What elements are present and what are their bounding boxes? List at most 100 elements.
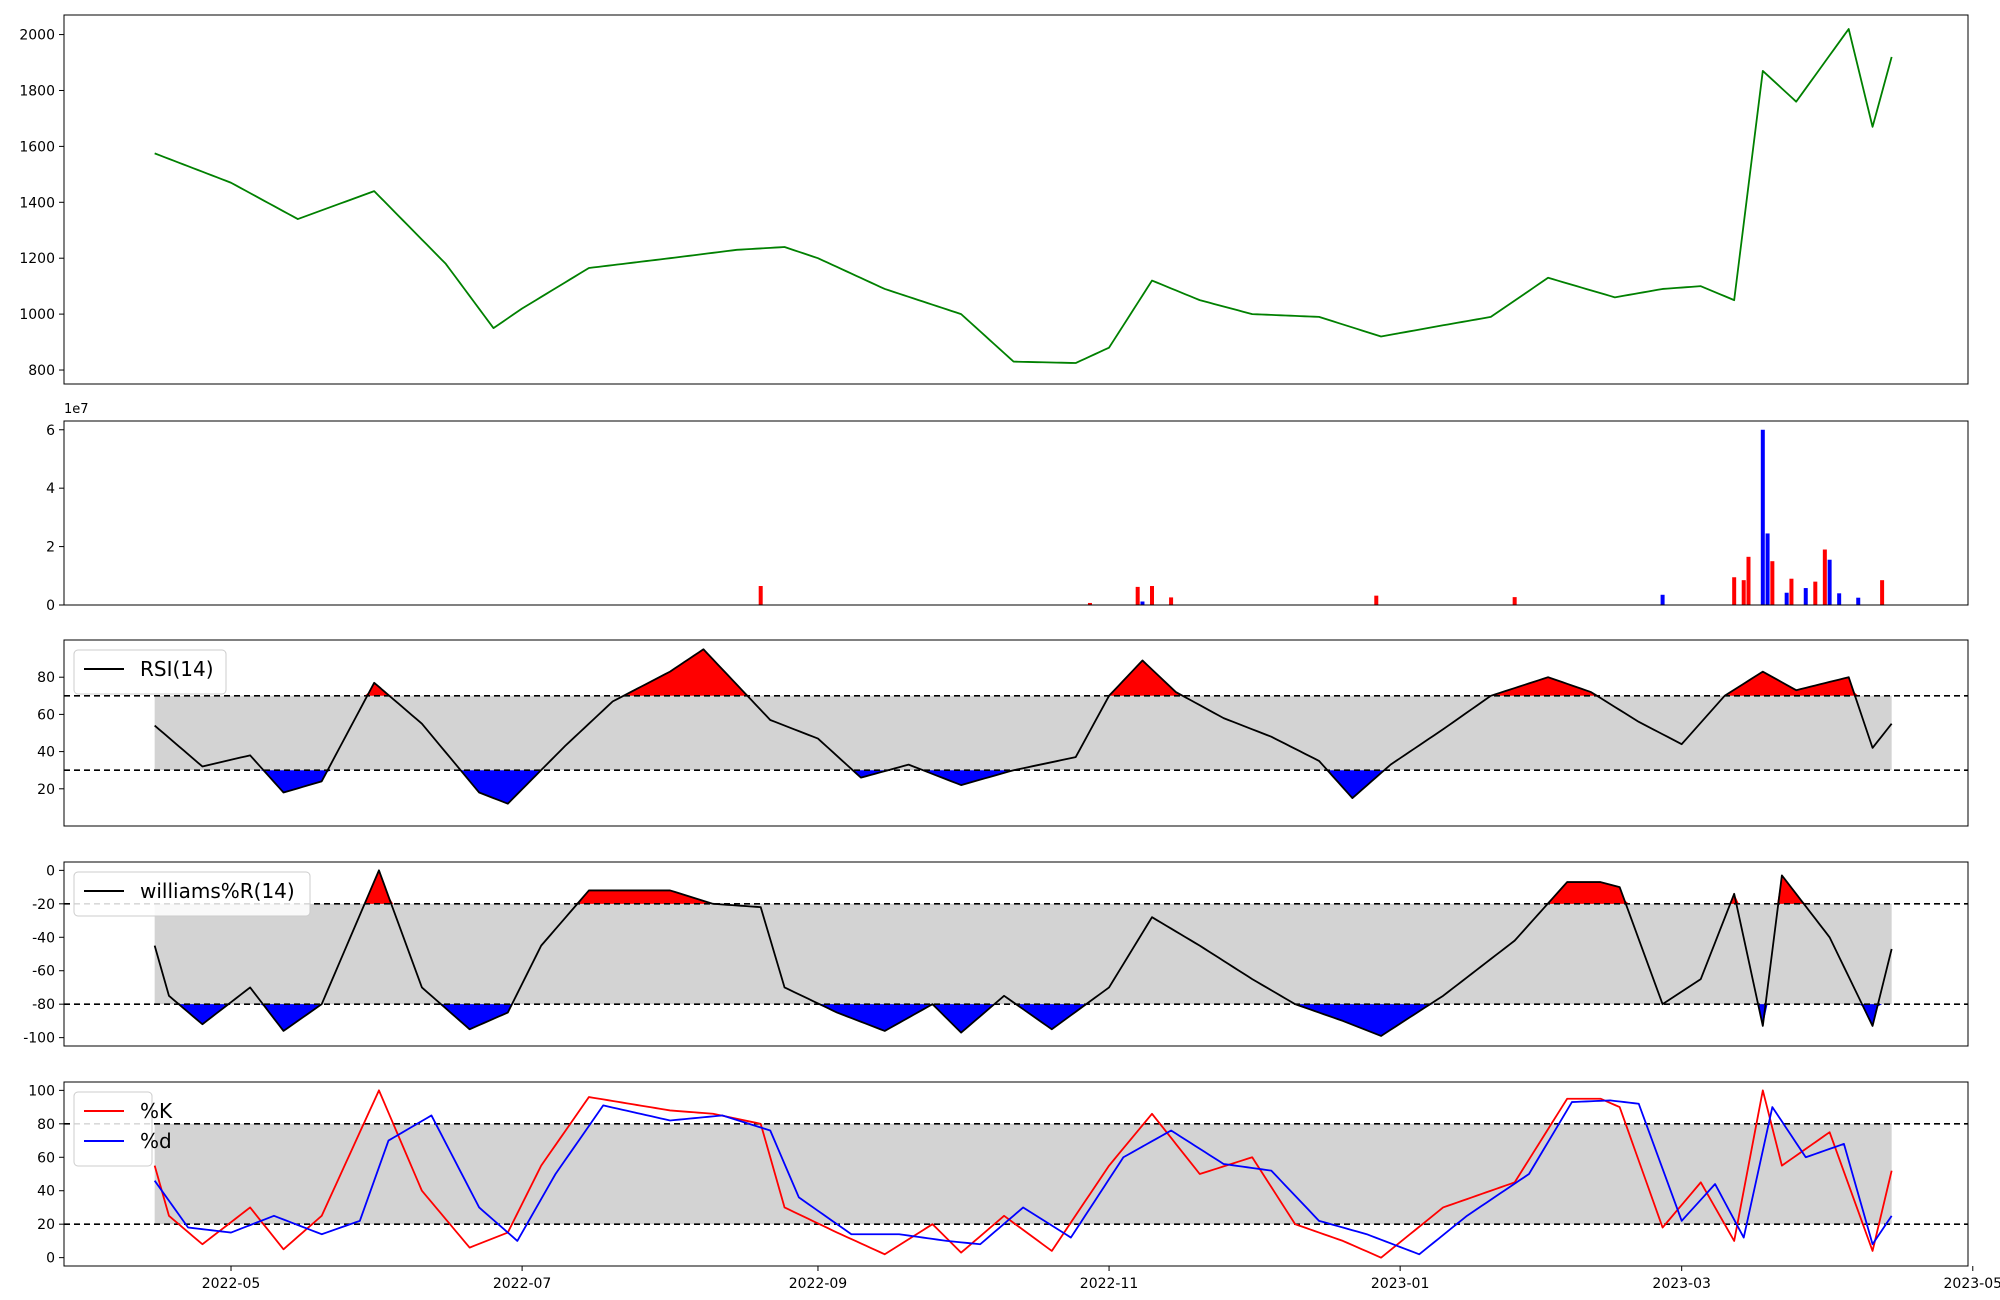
volume-ytick-label: 6: [46, 423, 55, 439]
williams-ytick-label: -60: [32, 964, 55, 980]
stoch-series-line-0: [153, 1089, 1893, 1259]
volume-up-volume-bar: [1789, 578, 1794, 605]
stochastic-y-axis: 0 20 40 60 80 100: [28, 1083, 64, 1267]
date-tick-label: 2022-09: [789, 1276, 848, 1292]
price-ytick-label: 1600: [19, 139, 55, 155]
date-x-axis: 2022-05 2022-07 2022-09 2022-11 2023-01 2023-…: [202, 1266, 2000, 1292]
rsi-ytick-label: 40: [37, 745, 55, 761]
price-ytick-label: 1000: [19, 307, 55, 323]
volume-ytick-label: 4: [46, 481, 55, 497]
williams-ytick-label: -100: [23, 1031, 55, 1047]
stoch-ytick-label: 0: [46, 1251, 55, 1267]
volume-up-volume-bar: [1822, 549, 1827, 605]
volume-up-volume-bar: [1087, 602, 1092, 605]
price-ytick-label: 800: [28, 363, 55, 379]
volume-ytick-label: 0: [46, 598, 55, 614]
stoch-ytick-label: 80: [37, 1117, 55, 1133]
rsi-y-axis: 20 40 60 80: [37, 670, 64, 798]
stochastic-panel: 0 20 40 60 80 100 %K %d 2022-05 2022-07 2022-09…: [28, 1081, 2000, 1292]
date-tick-label: 2023-01: [1371, 1276, 1430, 1292]
volume-y-axis: 0 2 4 6: [46, 423, 64, 614]
rsi-neutral-band: [154, 695, 1892, 771]
volume-up-volume-bar: [1770, 561, 1775, 605]
williams-ytick-label: -20: [32, 897, 55, 913]
volume-panel-frame: [63, 420, 1969, 606]
stoch-ytick-label: 20: [37, 1217, 55, 1233]
stochastic-legend-d-label: %d: [140, 1129, 172, 1153]
williams-plot-area: [64, 869, 1968, 1037]
price-panel-frame: [63, 14, 1969, 385]
price-ytick-label: 1400: [19, 195, 55, 211]
williams-neutral-band: [154, 903, 1892, 1005]
rsi-series-line-0: [154, 648, 1893, 805]
volume-offset-label: 1e7: [64, 402, 89, 417]
volume-down-volume-bar: [1660, 594, 1665, 605]
williams-ytick-label: -80: [32, 997, 55, 1013]
date-tick-label: 2023-03: [1652, 1276, 1711, 1292]
williams-panel: -100 -80 -60 -40 -20 0 williams%R(14): [23, 861, 1969, 1047]
rsi-legend-box: [73, 649, 227, 695]
price-ytick-label: 1800: [19, 83, 55, 99]
williams-series-line-0: [153, 869, 1893, 1037]
volume-up-volume-bar: [1169, 597, 1174, 605]
volume-up-volume-bar: [1150, 586, 1154, 605]
price-y-axis: 800 1000 1200 1400 1600 1800 2000: [19, 28, 64, 379]
volume-up-volume-bar: [1732, 577, 1737, 605]
stochastic-legend-k-label: %K: [140, 1099, 173, 1123]
williams-y-axis: -100 -80 -60 -40 -20 0: [23, 863, 64, 1047]
stochastic-legend: %K %d: [73, 1091, 173, 1167]
price-series-line-0: [154, 28, 1893, 364]
rsi-panel: 20 40 60 80 RSI(14): [37, 639, 1969, 827]
volume-up-volume-bar: [1813, 581, 1818, 605]
price-ytick-label: 2000: [19, 28, 55, 44]
volume-up-volume-bar: [1374, 595, 1379, 605]
volume-down-volume-bar: [1765, 533, 1770, 605]
date-tick-label: 2022-11: [1080, 1276, 1139, 1292]
stoch-ytick-label: 40: [37, 1184, 55, 1200]
volume-plot-area: [758, 429, 1885, 605]
williams-panel-frame: [63, 861, 1969, 1047]
price-plot-area: [154, 28, 1893, 364]
williams-overbought-fill: [154, 870, 1892, 904]
rsi-ytick-label: 60: [37, 707, 55, 723]
stoch-series-line-1: [153, 1099, 1893, 1256]
rsi-panel-frame: [63, 639, 1969, 827]
volume-up-volume-bar: [1741, 580, 1746, 605]
volume-down-volume-bar: [1760, 429, 1765, 605]
rsi-ytick-label: 20: [37, 782, 55, 798]
rsi-legend: RSI(14): [73, 649, 227, 695]
volume-up-volume-bar: [1512, 597, 1517, 605]
volume-up-volume-bar: [1746, 556, 1751, 605]
volume-up-volume-bar: [1880, 580, 1885, 605]
stochastic-panel-frame: [63, 1081, 1969, 1267]
price-panel: 800 1000 1200 1400 1600 1800 2000: [19, 14, 1969, 385]
rsi-plot-area: [64, 648, 1968, 805]
volume-up-volume-bar: [758, 586, 763, 605]
williams-ytick-label: 0: [46, 863, 55, 879]
date-tick-label: 2022-07: [493, 1276, 552, 1292]
price-ytick-label: 1200: [19, 251, 55, 267]
volume-down-volume-bar: [1140, 601, 1145, 605]
stoch-ytick-label: 60: [37, 1150, 55, 1166]
volume-down-volume-bar: [1784, 592, 1789, 605]
volume-down-volume-bar: [1856, 597, 1861, 605]
williams-ytick-label: -40: [32, 930, 55, 946]
volume-up-volume-bar: [1135, 586, 1140, 605]
volume-ytick-label: 2: [46, 540, 55, 556]
stoch-ytick-label: 100: [28, 1083, 55, 1099]
rsi-legend-label: RSI(14): [140, 657, 214, 681]
date-tick-label: 2022-05: [202, 1276, 261, 1292]
date-tick-label: 2023-05: [1944, 1276, 2000, 1292]
volume-panel: 0 2 4 6 1e7: [46, 402, 1969, 614]
williams-legend-label: williams%R(14): [140, 879, 295, 903]
rsi-ytick-label: 80: [37, 670, 55, 686]
volume-down-volume-bar: [1803, 588, 1808, 605]
williams-legend-box: [73, 871, 311, 917]
volume-down-volume-bar: [1837, 593, 1842, 605]
williams-legend: williams%R(14): [73, 871, 311, 917]
rsi-oversold-fill: [154, 770, 1892, 804]
stochastic-plot-area: [64, 1089, 1968, 1259]
volume-down-volume-bar: [1827, 559, 1832, 605]
